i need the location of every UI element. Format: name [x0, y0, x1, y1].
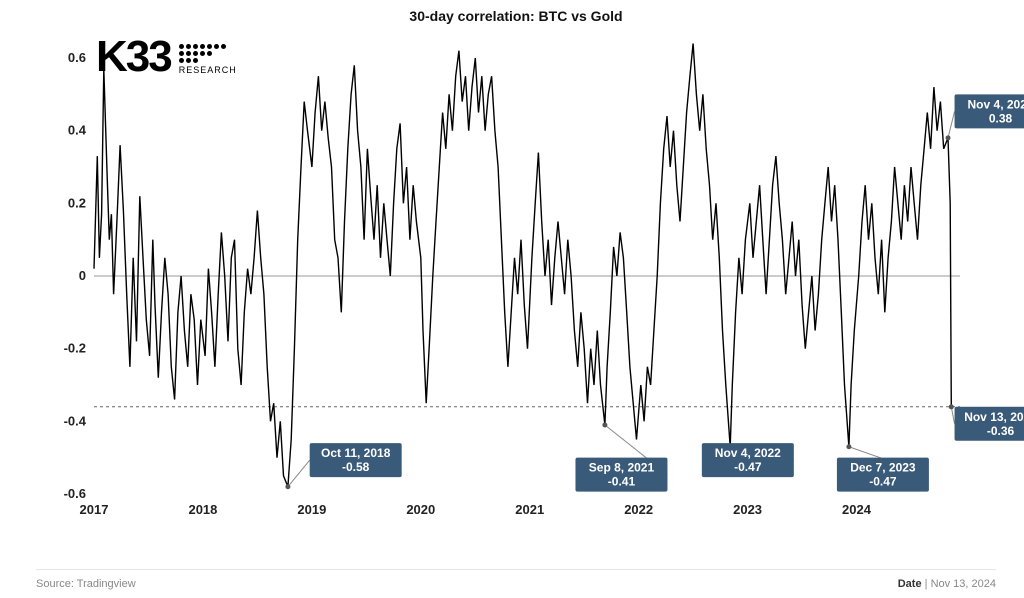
annotation-leader: [948, 111, 955, 138]
annotation-value: -0.47: [734, 460, 762, 474]
chart-title: 30-day correlation: BTC vs Gold: [36, 8, 996, 24]
chart-svg: -0.6-0.4-0.200.20.40.6201720182019202020…: [76, 44, 976, 524]
annotation-date: Nov 4, 2024: [968, 97, 1024, 111]
x-tick-label: 2022: [624, 502, 653, 517]
x-tick-label: 2017: [80, 502, 109, 517]
source-label: Source:: [36, 578, 74, 590]
annotation-date: Nov 4, 2022: [715, 446, 781, 460]
date-text: Date | Nov 13, 2024: [898, 578, 996, 590]
x-tick-label: 2021: [515, 502, 544, 517]
annotation-value: -0.47: [869, 475, 897, 489]
plot-area: -0.6-0.4-0.200.20.40.6201720182019202020…: [76, 44, 976, 524]
annotation-value: 0.38: [989, 111, 1013, 125]
annotation-point: [846, 444, 851, 449]
y-tick-label: -0.4: [64, 413, 87, 428]
x-tick-label: 2024: [842, 502, 872, 517]
annotation-point: [602, 422, 607, 427]
y-tick-label: 0: [79, 268, 86, 283]
annotation-leader: [288, 460, 310, 487]
annotation-date: Sep 8, 2021: [589, 461, 655, 475]
x-tick-label: 2023: [733, 502, 762, 517]
annotation-value: -0.58: [342, 460, 370, 474]
x-tick-label: 2020: [406, 502, 435, 517]
annotation-date: Nov 13, 2024: [964, 410, 1024, 424]
chart-footer: Source: Tradingview Date | Nov 13, 2024: [36, 569, 996, 590]
y-tick-label: 0.6: [68, 50, 86, 65]
chart-container: 30-day correlation: BTC vs Gold K33 RESE…: [36, 8, 996, 558]
date-label: Date: [898, 578, 922, 590]
correlation-line: [94, 44, 951, 487]
y-tick-label: 0.2: [68, 195, 86, 210]
date-value: Nov 13, 2024: [931, 578, 996, 590]
source-text: Source: Tradingview: [36, 578, 136, 590]
annotation-date: Oct 11, 2018: [321, 446, 391, 460]
annotation-point: [946, 135, 951, 140]
annotation-date: Dec 7, 2023: [850, 461, 916, 475]
annotation-value: -0.36: [987, 424, 1015, 438]
x-tick-label: 2019: [297, 502, 326, 517]
source-value: Tradingview: [77, 578, 136, 590]
x-tick-label: 2018: [188, 502, 217, 517]
annotation-point: [285, 484, 290, 489]
annotation-leader: [951, 407, 954, 424]
y-tick-label: -0.6: [64, 486, 86, 501]
y-tick-label: 0.4: [68, 123, 87, 138]
annotation-point: [949, 404, 954, 409]
annotation-value: -0.41: [608, 475, 636, 489]
y-tick-label: -0.2: [64, 341, 86, 356]
